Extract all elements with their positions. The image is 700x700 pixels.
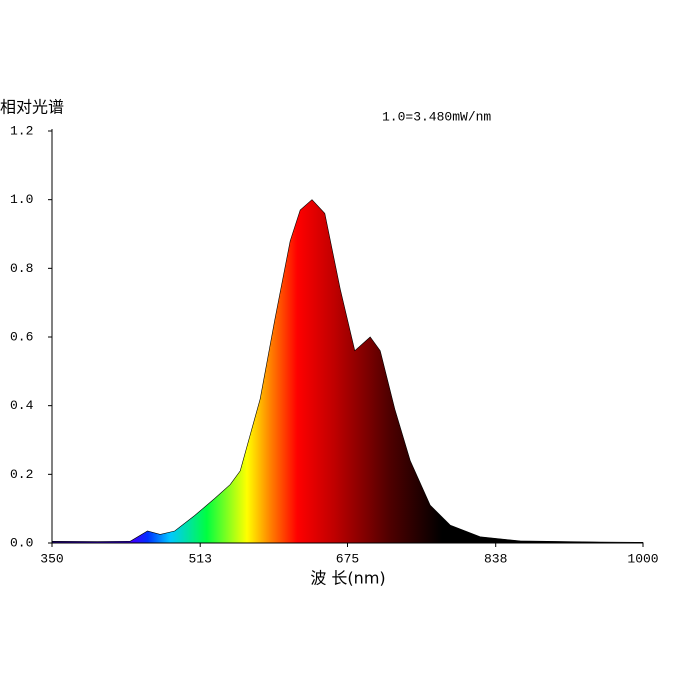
y-tick-label: 1.0 [10,192,33,207]
y-tick-label: 0.6 [10,329,33,344]
y-tick-label: 0.4 [10,398,34,413]
y-axis-label: 相对光谱 [0,98,64,117]
x-tick-label: 1000 [627,551,658,566]
annotation: 1.0=3.480mW/nm [382,109,491,124]
x-tick-label: 838 [484,551,507,566]
x-tick-label: 675 [336,551,359,566]
y-tick-label: 0.2 [10,467,33,482]
x-axis-label: 波 长(nm) [310,569,385,588]
x-tick-label: 513 [189,551,212,566]
x-tick-label: 350 [40,551,63,566]
spectrum-area [51,199,644,544]
y-tick-label: 0.0 [10,535,33,550]
y-tick-label: 0.8 [10,261,33,276]
y-tick-label: 1.2 [10,123,33,138]
